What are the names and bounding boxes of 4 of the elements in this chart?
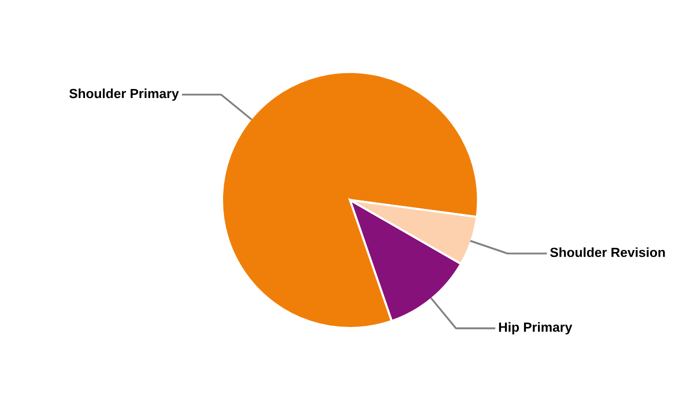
slice-label: Shoulder Primary [69,88,179,101]
slice-label: Shoulder Revision [550,247,665,258]
slice-label: Hip Primary [499,322,572,334]
pie-slice [220,70,480,330]
